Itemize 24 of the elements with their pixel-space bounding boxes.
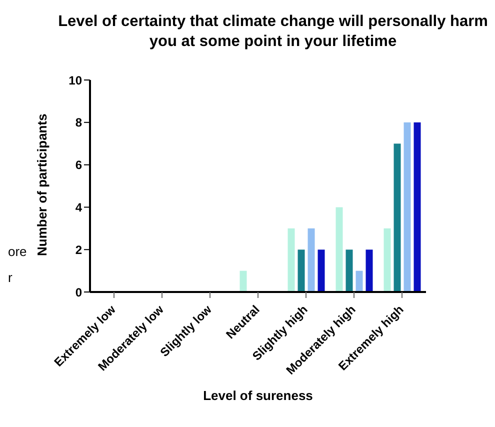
text: r [8,270,12,285]
y-tick-label: 2 [75,242,82,257]
bar [366,250,373,292]
x-axis-title: Level of sureness [203,388,313,403]
y-tick-label: 0 [75,285,82,300]
y-axis-title: Number of participants [34,114,50,256]
bar [356,270,363,292]
bar [298,250,305,292]
y-tick-label: 4 [75,200,82,214]
y-tick-label: 10 [68,73,82,88]
bar [288,228,295,292]
text: ore [8,244,27,259]
bar [240,270,247,292]
bar [404,122,411,292]
bar [336,207,343,292]
bar [394,144,401,292]
y-tick-label: 8 [75,116,82,130]
bar [318,250,325,292]
y-tick-label: 6 [75,158,82,172]
bar [308,228,315,292]
chart-title: Level of certainty that climate change will personally harm you at some point in your lifetime [57,12,489,52]
bar [384,228,391,292]
bar [414,122,421,292]
bar [346,250,353,292]
